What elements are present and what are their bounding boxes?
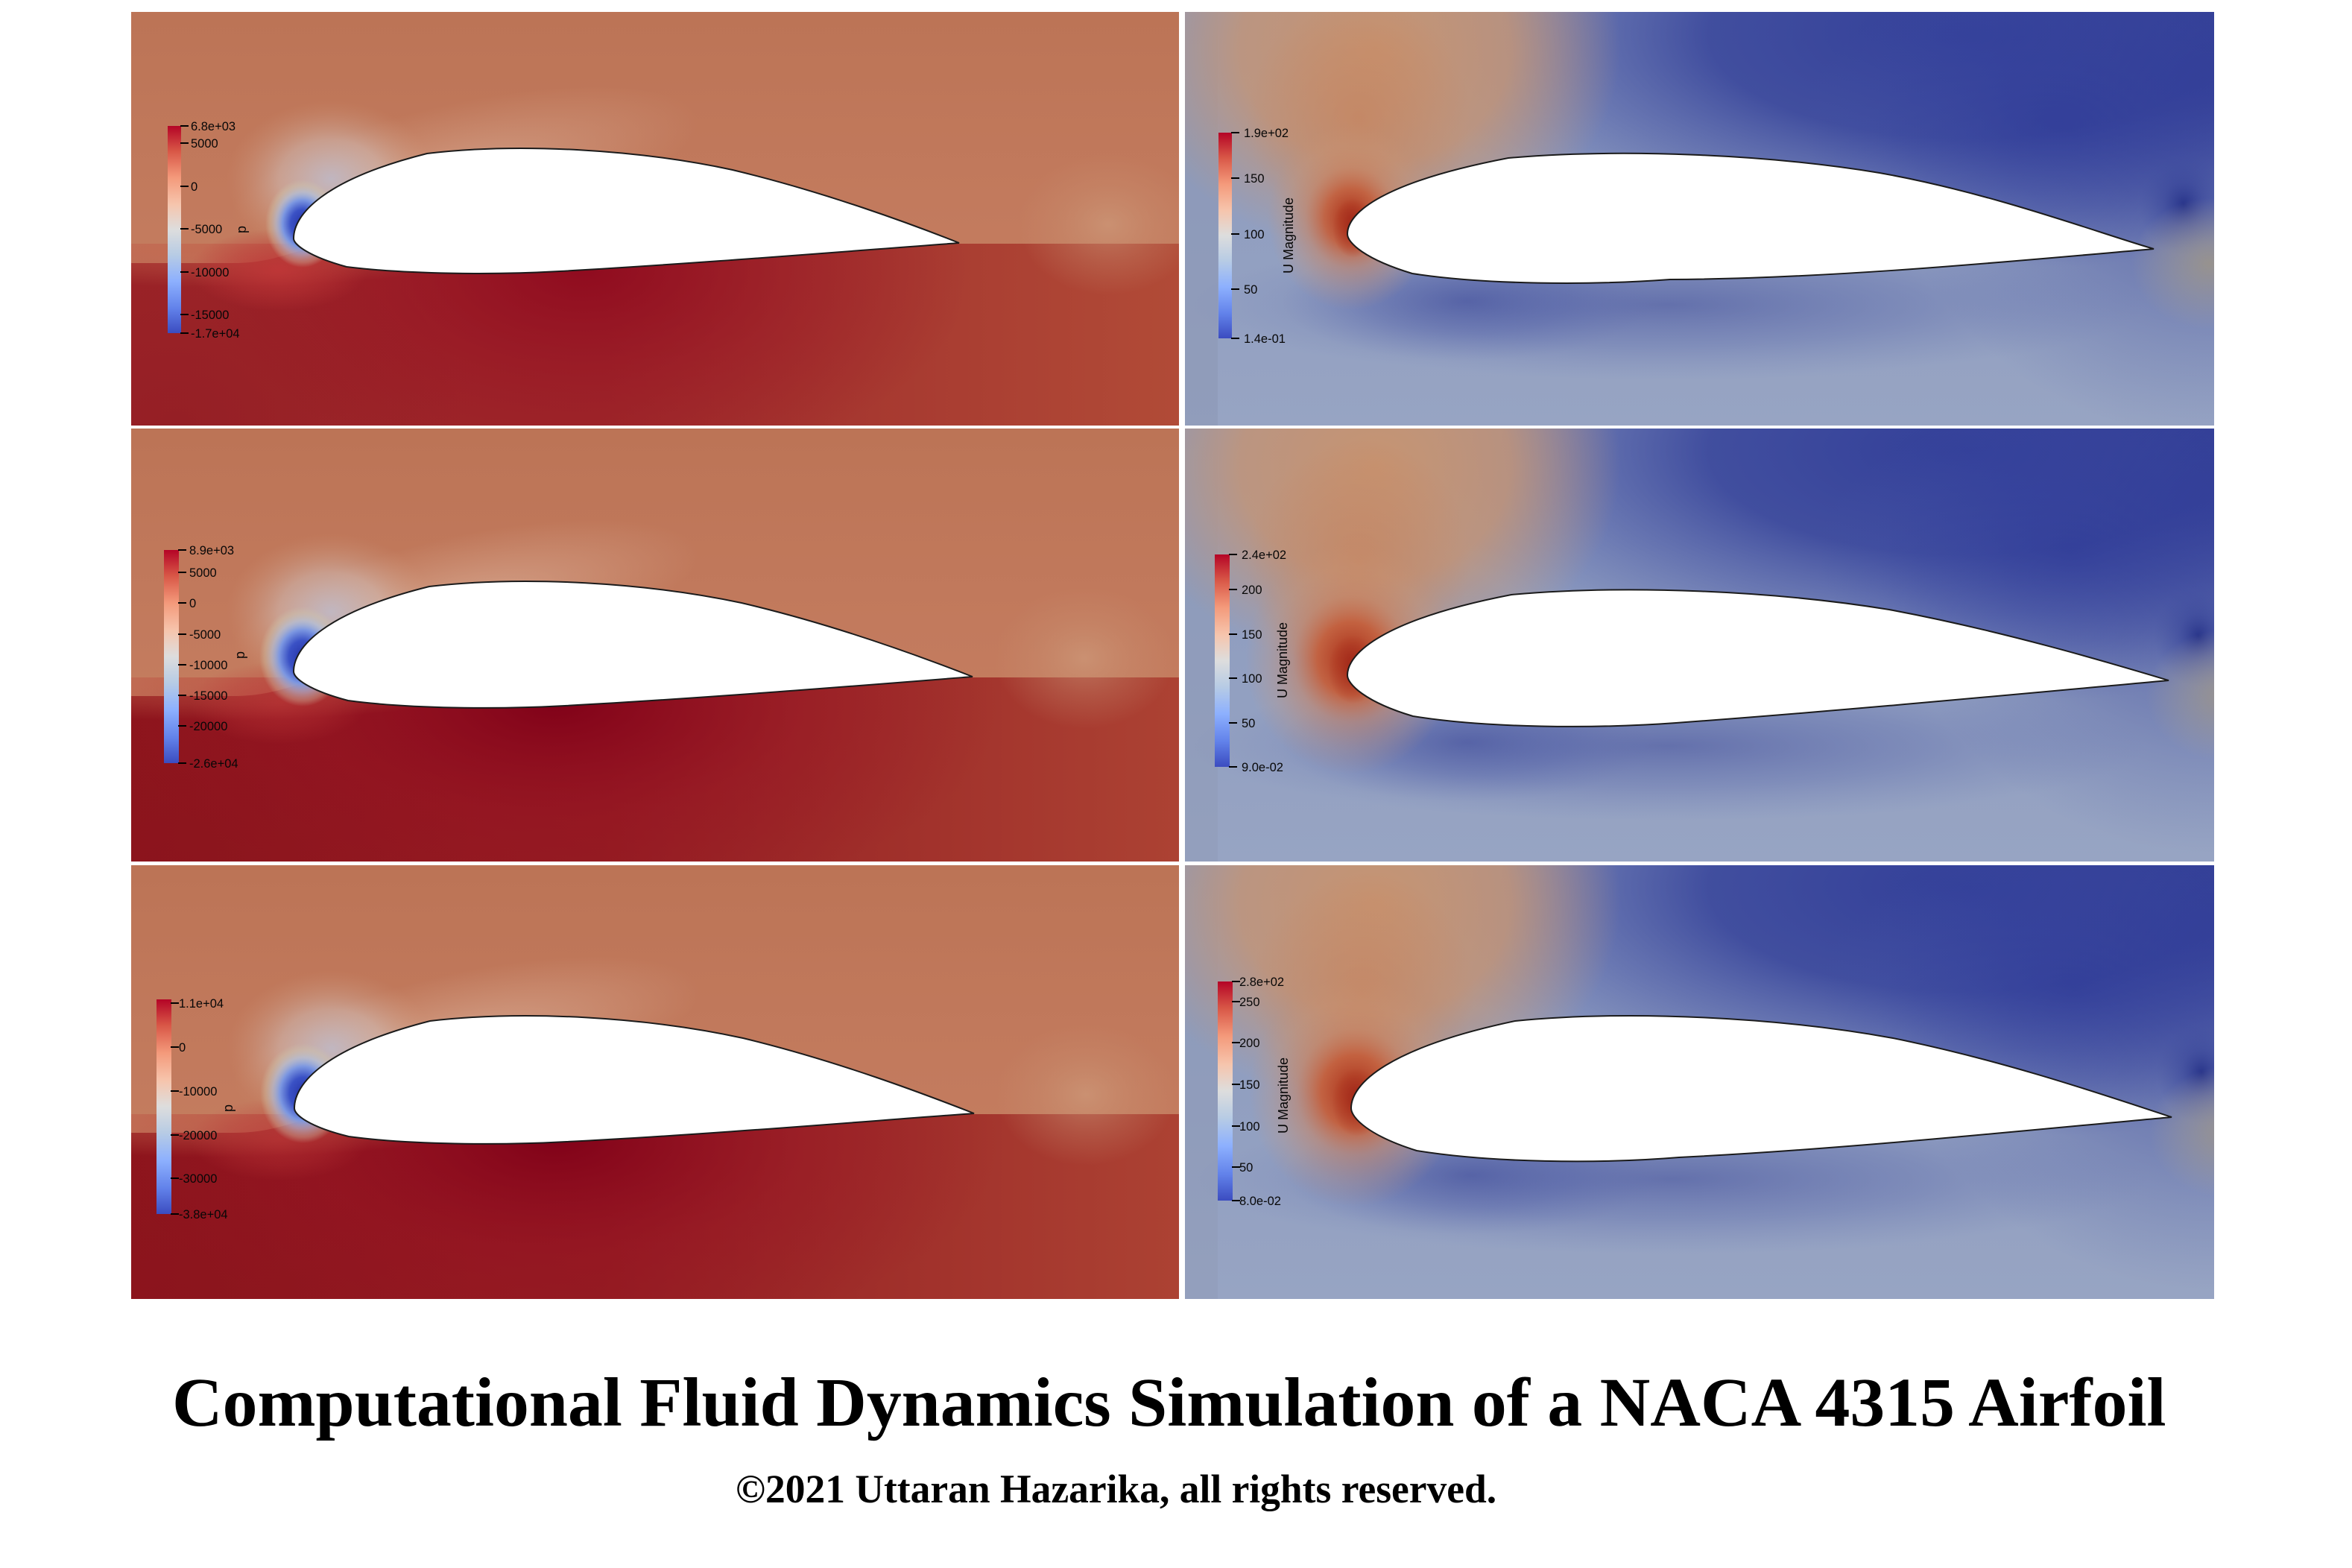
svg-text:p: p: [233, 651, 247, 659]
svg-text:p: p: [234, 226, 249, 233]
svg-text:5000: 5000: [191, 137, 218, 151]
svg-text:250: 250: [1239, 996, 1260, 1009]
svg-text:p: p: [221, 1104, 235, 1112]
svg-text:-20000: -20000: [189, 720, 227, 733]
svg-text:8.9e+03: 8.9e+03: [189, 544, 234, 557]
svg-text:50: 50: [1239, 1161, 1253, 1175]
svg-text:100: 100: [1239, 1120, 1260, 1134]
svg-text:100: 100: [1242, 672, 1262, 686]
svg-text:-10000: -10000: [189, 659, 227, 672]
svg-text:50: 50: [1244, 283, 1257, 297]
svg-text:6.8e+03: 6.8e+03: [191, 120, 235, 133]
svg-text:2.8e+02: 2.8e+02: [1239, 976, 1284, 989]
svg-text:0: 0: [191, 180, 197, 194]
svg-text:-1.7e+04: -1.7e+04: [191, 327, 240, 341]
svg-text:-10000: -10000: [191, 266, 229, 279]
svg-text:-15000: -15000: [191, 309, 229, 322]
svg-text:8.0e-02: 8.0e-02: [1239, 1195, 1281, 1208]
svg-text:200: 200: [1239, 1037, 1260, 1050]
svg-text:-30000: -30000: [179, 1172, 217, 1186]
svg-text:200: 200: [1242, 584, 1262, 597]
svg-text:5000: 5000: [189, 566, 217, 580]
svg-text:-5000: -5000: [191, 223, 222, 236]
svg-text:-3.8e+04: -3.8e+04: [179, 1208, 228, 1221]
svg-text:1.4e-01: 1.4e-01: [1244, 332, 1286, 346]
svg-text:50: 50: [1242, 717, 1255, 730]
svg-text:2.4e+02: 2.4e+02: [1242, 549, 1286, 562]
svg-text:0: 0: [189, 597, 196, 610]
svg-text:9.0e-02: 9.0e-02: [1242, 761, 1283, 774]
svg-text:-5000: -5000: [189, 628, 221, 642]
svg-text:0: 0: [179, 1041, 186, 1055]
svg-text:1.1e+04: 1.1e+04: [179, 997, 224, 1011]
svg-text:1.9e+02: 1.9e+02: [1244, 127, 1289, 140]
svg-text:100: 100: [1244, 228, 1265, 241]
svg-text:-10000: -10000: [179, 1085, 217, 1098]
svg-text:U Magnitude: U Magnitude: [1281, 197, 1296, 274]
svg-text:150: 150: [1242, 628, 1262, 642]
svg-text:-15000: -15000: [189, 689, 227, 703]
svg-text:150: 150: [1239, 1078, 1260, 1092]
svg-text:U Magnitude: U Magnitude: [1276, 1058, 1291, 1134]
svg-text:U Magnitude: U Magnitude: [1275, 622, 1290, 698]
svg-text:-20000: -20000: [179, 1129, 217, 1142]
svg-text:-2.6e+04: -2.6e+04: [189, 757, 238, 771]
svg-text:150: 150: [1244, 172, 1265, 186]
